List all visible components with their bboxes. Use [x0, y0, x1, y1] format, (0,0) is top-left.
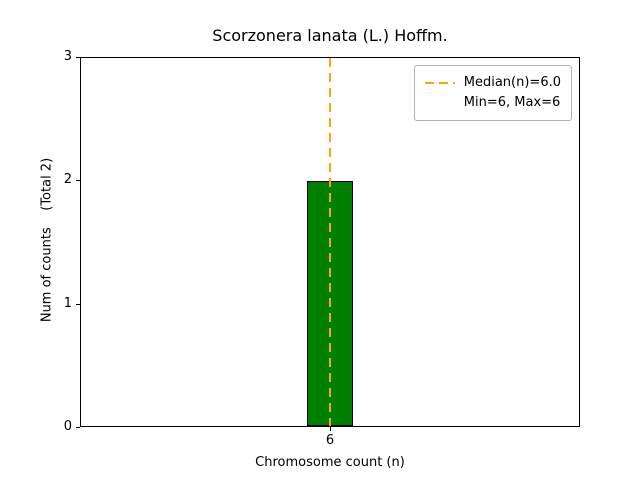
chart-title: Scorzonera lanata (L.) Hoffm.	[212, 26, 448, 45]
legend-minmax-label: Min=6, Max=6	[463, 95, 561, 110]
y-tick-label: 0	[63, 419, 72, 434]
y-tick-label: 1	[63, 296, 72, 311]
y-tick-mark	[76, 57, 80, 58]
y-tick-label: 3	[63, 49, 72, 64]
y-tick-label: 2	[63, 172, 72, 187]
median-line	[329, 58, 331, 426]
legend-median-label: Median(n)=6.0	[463, 75, 561, 90]
x-tick-mark	[330, 427, 331, 431]
y-tick-mark	[76, 304, 80, 305]
y-tick-mark	[76, 180, 80, 181]
plot-area: Median(n)=6.0 Min=6, Max=6	[80, 57, 580, 427]
legend: Median(n)=6.0 Min=6, Max=6	[413, 65, 572, 121]
legend-row-median: Median(n)=6.0	[424, 73, 561, 93]
legend-spacer	[425, 102, 455, 104]
y-tick-mark	[76, 427, 80, 428]
x-axis-label: Chromosome count (n)	[255, 455, 405, 470]
x-tick-label: 6	[325, 433, 335, 448]
median-dash-icon	[424, 82, 455, 84]
legend-row-minmax: Min=6, Max=6	[425, 93, 561, 113]
